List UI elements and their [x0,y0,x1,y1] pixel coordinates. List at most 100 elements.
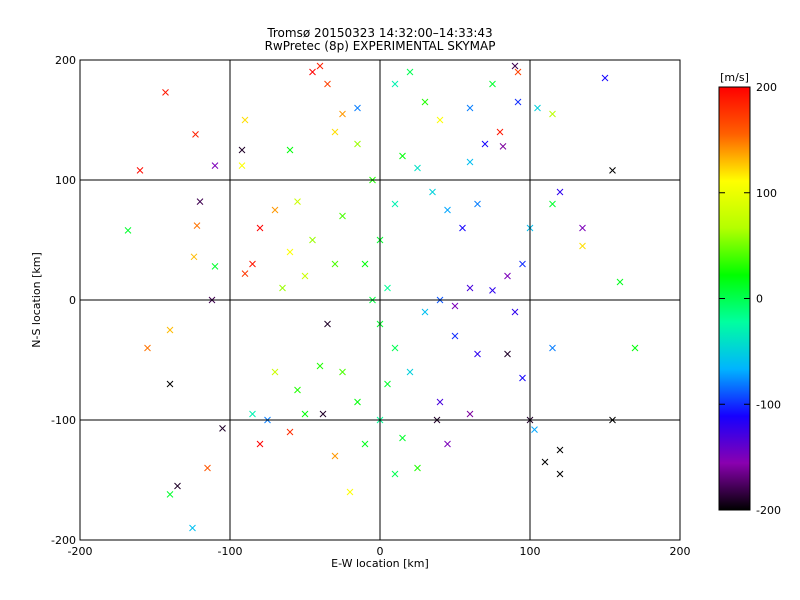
data-point-cross [481,140,489,148]
data-point-cross [309,68,316,76]
data-point-cross [316,62,324,70]
data-point-cross [174,482,181,490]
data-point-cross [421,308,429,316]
data-point-cross [519,260,526,268]
data-point-cross [421,98,429,106]
data-point-cross [549,110,556,118]
data-point-cross [579,224,586,232]
data-point-cross [331,452,339,460]
data-point-cross [466,158,474,166]
data-point-cross [249,410,256,418]
data-point-cross [451,302,459,310]
data-point-cross [511,308,519,316]
y-tick-label: -200 [51,534,76,547]
x-axis: -200 -100 0 100 200 [68,60,691,558]
data-point-cross [166,491,174,498]
data-point-cross [211,263,219,270]
data-point-cross [391,344,399,352]
colorbar-label: [m/s] [720,71,749,84]
data-point-cross [301,410,309,418]
data-point-cross [549,200,556,208]
data-point-cross [549,344,556,352]
data-point-cross [324,80,331,88]
colorbar-tick-label: -100 [756,398,781,411]
data-point-cross [399,152,406,160]
data-point-cross [301,272,309,280]
chart-title: Tromsø 20150323 14:32:00–14:33:43 [267,26,493,40]
data-point-cross [211,162,219,169]
data-point-cross [391,200,399,208]
data-point-cross [436,398,444,406]
data-point-cross [609,167,616,174]
y-tick-label: 0 [69,294,76,307]
data-point-cross [256,440,264,448]
data-point-cross [354,140,361,148]
data-point-cross [309,236,316,244]
data-point-cross [166,380,174,388]
data-point-cross [339,212,346,220]
colorbar-tick-label: 200 [756,81,777,94]
colorbar-tick-label: 100 [756,187,777,200]
x-tick-label: 200 [670,545,691,558]
data-point-cross [361,440,369,448]
data-point-cross [499,143,507,150]
data-point-cross [294,198,301,205]
data-point-cross [391,470,399,478]
data-point-cross [511,62,519,70]
colorbar-ticks: 200 100 0 -100 -200 [719,81,781,517]
data-point-cross [324,320,331,328]
data-point-cross [436,116,444,124]
y-tick-label: 200 [55,54,76,67]
data-points [124,62,639,532]
grid-lines [80,60,680,540]
data-point-cross [444,440,451,448]
y-axis: -200 -100 0 100 200 [51,54,680,547]
data-point-cross [466,284,474,292]
data-point-cross [241,116,249,124]
colorbar-tick-label: 0 [756,293,763,306]
data-point-cross [286,248,294,256]
data-point-cross [354,104,361,112]
data-point-cross [190,253,198,261]
data-point-cross [384,284,391,292]
data-point-cross [459,224,466,232]
data-point-cross [189,524,196,532]
colorbar-tick-label: -200 [756,504,781,517]
y-axis-label: N-S location [km] [30,252,43,348]
data-point-cross [294,386,301,394]
data-point-cross [406,368,414,376]
data-point-cross [166,326,174,334]
data-point-cross [196,198,204,205]
data-point-cross [279,284,286,292]
data-point-cross [444,206,451,214]
chart-subtitle: RwPretec (8p) EXPERIMENTAL SKYMAP [264,39,496,53]
data-point-cross [541,458,549,466]
data-point-cross [496,128,504,136]
data-point-cross [192,131,199,138]
data-point-cross [474,200,481,208]
data-point-cross [489,80,496,88]
data-point-cross [474,350,481,358]
data-point-cross [414,464,421,472]
data-point-cross [331,260,339,268]
data-point-cross [556,446,564,454]
data-point-cross [286,146,294,154]
data-point-cross [286,428,294,436]
data-point-cross [514,68,522,76]
data-point-cross [271,206,279,214]
data-point-cross [316,362,324,370]
data-point-cross [136,167,144,174]
data-point-cross [331,128,339,136]
data-point-cross [384,380,391,388]
y-tick-label: 100 [55,174,76,187]
data-point-cross [466,104,474,112]
data-point-cross [339,368,346,376]
data-point-cross [256,224,264,232]
data-point-cross [519,374,526,382]
data-point-cross [579,242,586,250]
data-point-cross [514,98,522,106]
data-point-cross [219,425,226,432]
data-point-cross [406,68,414,76]
data-point-cross [193,222,201,229]
